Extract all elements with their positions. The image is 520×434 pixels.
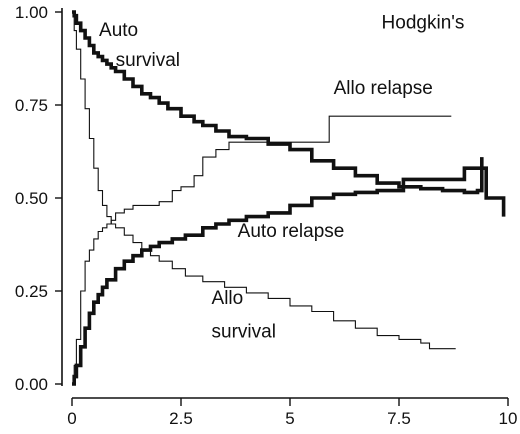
allo-relapse-line bbox=[72, 115, 452, 385]
y-tick-label: 0.50 bbox=[15, 189, 48, 208]
allo-survival-label-1: Allo bbox=[212, 288, 244, 309]
y-tick-label: 0.25 bbox=[15, 282, 48, 301]
x-tick-label: 2.5 bbox=[169, 409, 193, 428]
annotations: Hodgkin's Auto survival Allo relapse Auto re… bbox=[99, 13, 464, 343]
y-tick-label: 1.00 bbox=[15, 3, 48, 22]
y-tick-label: 0.75 bbox=[15, 96, 48, 115]
auto-relapse-label: Auto relapse bbox=[238, 221, 345, 242]
plot-lines bbox=[72, 10, 506, 386]
x-tick-label: 7.5 bbox=[387, 409, 411, 428]
auto-relapse-line bbox=[72, 166, 506, 386]
x-ticks: 0 2.5 5 7.5 10 bbox=[67, 398, 517, 428]
panel-label: Hodgkin's bbox=[382, 13, 465, 34]
auto-survival-label-1: Auto bbox=[99, 20, 138, 41]
y-ticks: 0.00 0.25 0.50 0.75 1.00 bbox=[15, 3, 62, 394]
x-tick-label: 10 bbox=[499, 409, 518, 428]
allo-relapse-label: Allo relapse bbox=[334, 78, 433, 99]
allo-survival-line bbox=[72, 11, 456, 350]
x-tick-label: 5 bbox=[285, 409, 294, 428]
auto-survival-line bbox=[72, 10, 484, 195]
auto-survival-label-2: survival bbox=[116, 50, 180, 71]
y-tick-label: 0.00 bbox=[15, 375, 48, 394]
allo-survival-label-2: survival bbox=[212, 322, 276, 343]
x-tick-label: 0 bbox=[67, 409, 76, 428]
